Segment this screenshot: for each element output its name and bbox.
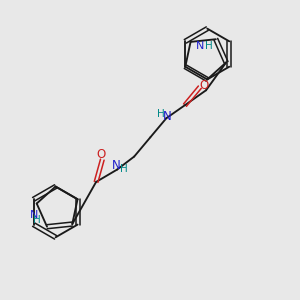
Text: O: O xyxy=(97,148,106,161)
Text: H: H xyxy=(205,40,212,51)
Text: N: N xyxy=(30,210,38,220)
Text: N: N xyxy=(163,110,172,123)
Text: H: H xyxy=(157,109,165,119)
Text: H: H xyxy=(33,215,41,225)
Text: O: O xyxy=(200,80,209,92)
Text: N: N xyxy=(196,40,204,51)
Text: H: H xyxy=(120,164,128,174)
Text: N: N xyxy=(112,159,120,172)
